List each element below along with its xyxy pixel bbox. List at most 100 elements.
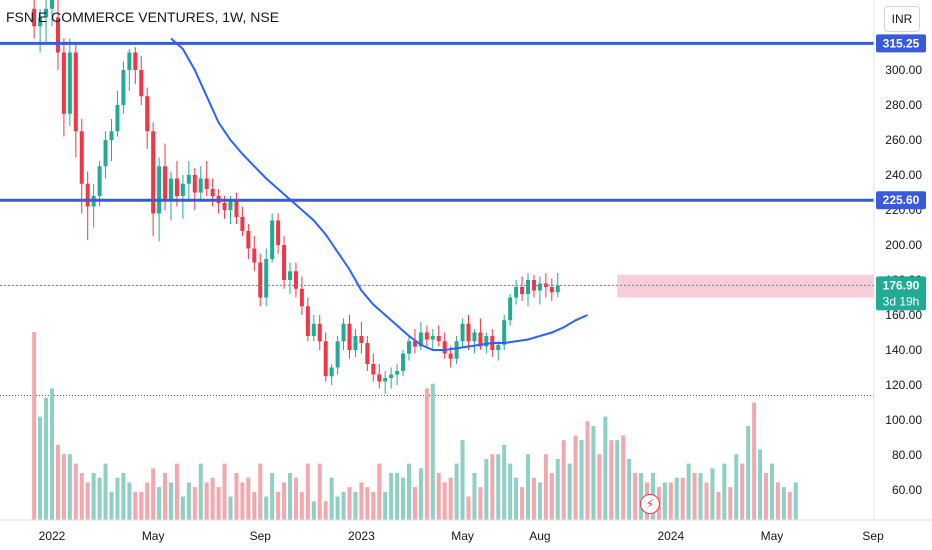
candle-body <box>371 364 376 375</box>
volume-bar <box>252 491 257 520</box>
candle-body <box>50 0 54 9</box>
moving-average-line <box>170 37 588 351</box>
volume-bar <box>537 482 542 520</box>
currency-button[interactable]: INR <box>884 6 920 32</box>
price-tick-label: 60.00 <box>892 483 922 497</box>
time-tick-label: May <box>761 529 784 543</box>
volume-bar <box>710 468 715 520</box>
candle-body <box>514 287 519 298</box>
candle-body <box>121 70 126 105</box>
resistance-zone-layer <box>617 274 903 298</box>
volume-bar <box>627 458 632 520</box>
candle-body <box>282 245 287 280</box>
volume-bar <box>115 477 120 520</box>
candle-body <box>549 287 554 293</box>
candle-body <box>472 332 477 342</box>
volume-bar <box>180 496 185 520</box>
volume-bar <box>668 482 673 520</box>
candle-body <box>109 131 114 140</box>
volume-bar <box>775 482 780 520</box>
volume-bar <box>484 458 489 520</box>
level-price-tag <box>876 191 926 210</box>
candle-body <box>204 178 209 189</box>
volume-bar <box>311 501 316 520</box>
volume-bar <box>329 477 334 520</box>
volume-bar <box>276 491 281 520</box>
volume-bar <box>61 454 66 520</box>
candle-body <box>341 323 346 342</box>
candle-body <box>329 367 334 377</box>
candle-body <box>174 178 179 196</box>
volume-bar <box>174 463 179 520</box>
candle-body <box>460 323 465 342</box>
volume-bar <box>73 463 78 520</box>
candle-body <box>377 374 382 382</box>
candle-body <box>305 306 310 336</box>
volume-bar <box>246 477 251 520</box>
volume-bar <box>151 468 156 520</box>
candle-body <box>299 288 304 307</box>
candle-body <box>478 332 483 347</box>
volume-bar <box>478 487 483 520</box>
candle-body <box>97 166 102 196</box>
candle-body <box>424 332 429 340</box>
volume-bar <box>198 463 203 520</box>
price-tick-label: 300.00 <box>885 63 922 77</box>
volume-bar <box>585 421 590 520</box>
volume-bar <box>543 454 548 520</box>
candle-body <box>38 17 43 27</box>
candle-body <box>311 323 316 336</box>
flash-icon[interactable]: ⚡ <box>640 494 660 514</box>
volume-bar <box>722 463 727 520</box>
candle-body <box>32 8 37 27</box>
candle-body <box>448 353 453 359</box>
volume-bar <box>103 463 108 520</box>
volume-bar <box>91 473 96 520</box>
candle-body <box>139 70 144 97</box>
volume-bar <box>686 463 691 520</box>
candle-body <box>67 52 72 114</box>
volume-bar <box>460 440 465 520</box>
price-tick-label: 200.00 <box>885 238 922 252</box>
volume-bar <box>240 482 245 520</box>
volume-bar <box>561 440 566 520</box>
volume-bar <box>758 449 763 520</box>
volume-bar <box>674 477 679 520</box>
volume-bar <box>169 482 173 520</box>
volume-bar <box>395 473 400 520</box>
volume-bar <box>787 491 792 520</box>
volume-bar <box>704 482 709 520</box>
volume-bar <box>436 473 441 520</box>
volume-bar <box>79 473 84 520</box>
volume-bar <box>228 496 233 520</box>
candle-body <box>276 220 281 245</box>
volume-bar <box>609 440 614 520</box>
volume-bar <box>365 487 370 520</box>
volume-bar <box>549 473 554 520</box>
candle-body <box>198 178 203 193</box>
volume-bar <box>282 482 287 520</box>
candle-body <box>115 105 120 132</box>
volume-bar <box>121 473 126 520</box>
candle-body <box>496 344 501 350</box>
volume-bar <box>216 487 221 520</box>
candle-body <box>234 201 239 217</box>
level-price-tag-label: 315.25 <box>883 36 920 50</box>
last-price-tag <box>876 276 926 311</box>
candle-body <box>359 336 364 343</box>
candle-body <box>508 297 513 321</box>
volume-bar <box>317 463 322 520</box>
time-axis[interactable]: 2022 May Sep 2023 May Aug 2024 May Sep <box>39 529 884 543</box>
price-axis[interactable]: 300.00280.00260.00240.00220.00200.00180.… <box>885 63 922 497</box>
candle-body <box>163 166 168 202</box>
candle-body <box>103 140 108 167</box>
price-tags-layer: 315.25 225.60 176.90 3d 19h <box>876 34 926 311</box>
candle-body <box>186 175 191 184</box>
price-tick-label: 100.00 <box>885 413 922 427</box>
candle-body <box>347 323 352 350</box>
volume-bar <box>680 477 685 520</box>
candle-body <box>246 231 251 249</box>
volume-bar <box>466 496 471 520</box>
candle-body <box>270 220 275 259</box>
